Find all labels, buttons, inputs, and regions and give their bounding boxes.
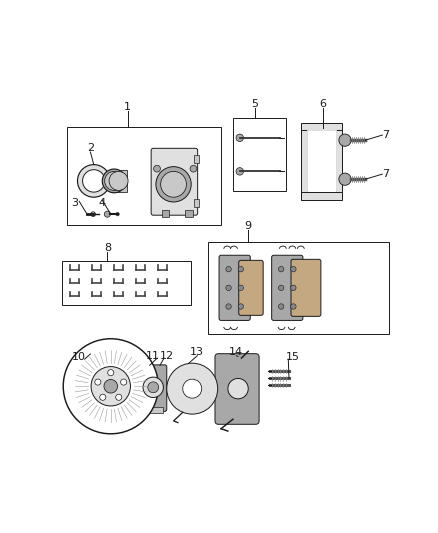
Text: 8: 8 <box>104 243 111 253</box>
Circle shape <box>91 367 131 406</box>
Circle shape <box>156 167 191 202</box>
Text: 15: 15 <box>286 352 299 362</box>
Circle shape <box>190 165 197 172</box>
Text: 11: 11 <box>146 351 160 361</box>
Circle shape <box>100 394 106 400</box>
Text: 13: 13 <box>191 348 204 357</box>
Text: 7: 7 <box>382 169 389 179</box>
Circle shape <box>167 363 218 414</box>
Circle shape <box>226 266 231 272</box>
Circle shape <box>91 212 95 216</box>
Circle shape <box>183 379 202 398</box>
FancyBboxPatch shape <box>151 148 198 215</box>
Bar <box>143 407 163 413</box>
Circle shape <box>120 379 127 385</box>
Circle shape <box>148 382 159 393</box>
Wedge shape <box>73 348 149 424</box>
Bar <box>113 170 127 192</box>
Bar <box>307 130 336 191</box>
Bar <box>194 155 199 163</box>
Circle shape <box>104 211 110 217</box>
Text: 9: 9 <box>245 221 252 231</box>
Circle shape <box>226 304 231 309</box>
FancyBboxPatch shape <box>291 260 321 317</box>
Bar <box>61 261 191 305</box>
Text: 2: 2 <box>87 143 94 153</box>
Circle shape <box>279 304 284 309</box>
Circle shape <box>104 379 117 393</box>
Text: 5: 5 <box>251 99 258 109</box>
Circle shape <box>161 172 187 197</box>
Circle shape <box>143 377 163 398</box>
Text: 3: 3 <box>72 198 78 208</box>
Circle shape <box>154 165 160 172</box>
Text: 4: 4 <box>99 198 106 208</box>
Text: 1: 1 <box>124 102 131 112</box>
Circle shape <box>238 285 244 290</box>
Circle shape <box>228 378 248 399</box>
Circle shape <box>339 134 351 146</box>
Bar <box>336 125 342 196</box>
FancyBboxPatch shape <box>215 354 259 424</box>
Circle shape <box>291 266 296 272</box>
Circle shape <box>105 172 124 190</box>
Text: 14: 14 <box>230 348 244 357</box>
Circle shape <box>291 285 296 290</box>
Bar <box>185 210 193 216</box>
Text: 6: 6 <box>319 99 326 109</box>
Bar <box>233 118 286 191</box>
Circle shape <box>339 173 351 185</box>
Circle shape <box>95 379 101 385</box>
Circle shape <box>279 266 284 272</box>
Circle shape <box>109 172 128 190</box>
Circle shape <box>236 134 244 142</box>
Text: 12: 12 <box>160 351 174 361</box>
Circle shape <box>279 285 284 290</box>
Circle shape <box>238 304 244 309</box>
Circle shape <box>102 169 126 193</box>
Circle shape <box>238 266 244 272</box>
Text: 7: 7 <box>382 130 389 140</box>
Circle shape <box>108 370 114 376</box>
Bar <box>67 127 221 225</box>
Bar <box>301 192 342 199</box>
Bar <box>208 242 389 334</box>
Text: 10: 10 <box>71 352 85 362</box>
FancyBboxPatch shape <box>272 255 303 320</box>
Bar <box>301 125 307 196</box>
Circle shape <box>116 213 119 216</box>
Circle shape <box>291 304 296 309</box>
Bar <box>194 199 199 207</box>
FancyBboxPatch shape <box>239 260 263 316</box>
Bar <box>301 123 342 130</box>
Circle shape <box>78 165 110 197</box>
Circle shape <box>236 168 244 175</box>
Circle shape <box>83 169 105 192</box>
Bar <box>162 210 169 216</box>
Circle shape <box>226 285 231 290</box>
FancyBboxPatch shape <box>138 365 167 411</box>
Circle shape <box>63 339 158 434</box>
Circle shape <box>116 394 122 400</box>
FancyBboxPatch shape <box>219 255 250 320</box>
